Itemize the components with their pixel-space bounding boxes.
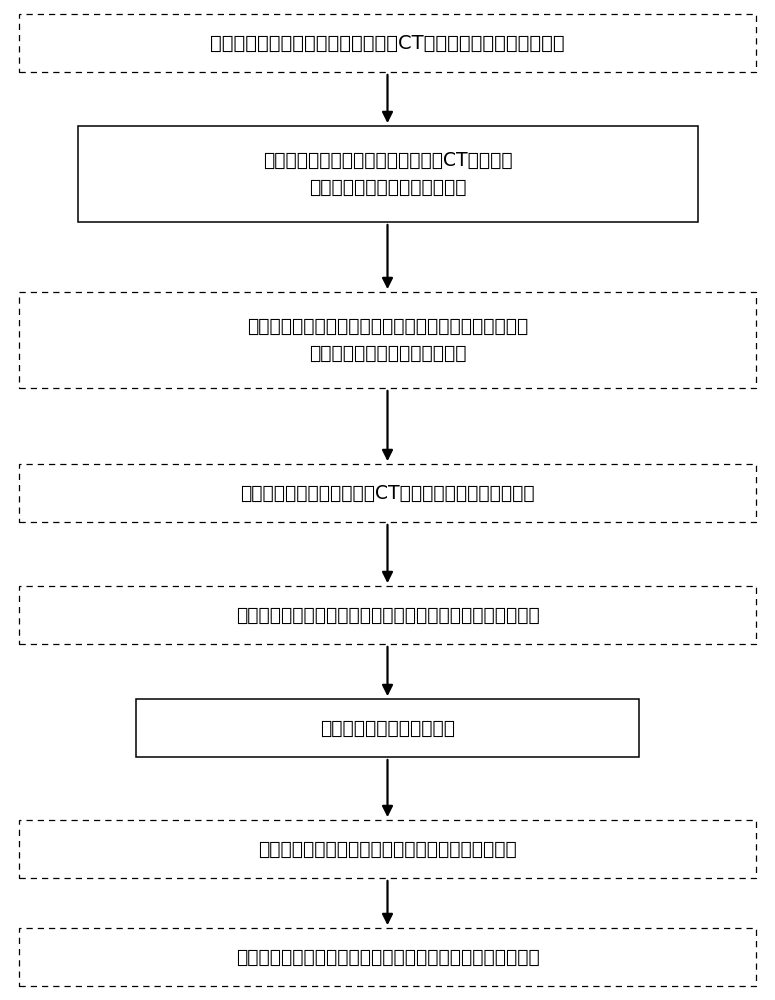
FancyBboxPatch shape bbox=[78, 126, 698, 222]
FancyBboxPatch shape bbox=[19, 14, 756, 72]
Text: 采用区域生长法，将种子点选在肺部CT图像肺区
之外，获得肺区的所有外边界点: 采用区域生长法，将种子点选在肺部CT图像肺区 之外，获得肺区的所有外边界点 bbox=[263, 151, 512, 197]
Text: 在去除边缘后的肺区中，按CT值寻找疑似末端支气管区域: 在去除边缘后的肺区中，按CT值寻找疑似末端支气管区域 bbox=[240, 484, 535, 502]
FancyBboxPatch shape bbox=[136, 699, 639, 757]
Text: 去除疑似末端支气管区域中的非气道树区域，得到末端支气管: 去除疑似末端支气管区域中的非气道树区域，得到末端支气管 bbox=[236, 605, 539, 624]
FancyBboxPatch shape bbox=[19, 292, 756, 388]
Text: 采用区域生长法，将种子点选在肺部CT图像肺区内，获得肺区内部: 采用区域生长法，将种子点选在肺部CT图像肺区内，获得肺区内部 bbox=[210, 33, 565, 52]
FancyBboxPatch shape bbox=[19, 586, 756, 644]
FancyBboxPatch shape bbox=[19, 464, 756, 522]
Text: 获取末端支气管的两个端点: 获取末端支气管的两个端点 bbox=[320, 718, 455, 738]
Text: 将以外边界点为中心的正方体中包含的点全部标记成为非
肺区点，得到去除边缘后的肺区: 将以外边界点为中心的正方体中包含的点全部标记成为非 肺区点，得到去除边缘后的肺区 bbox=[247, 317, 528, 363]
Text: 沿着末端支气管的中心线进行末端支气管与气管树主体的连接: 沿着末端支气管的中心线进行末端支气管与气管树主体的连接 bbox=[236, 948, 539, 966]
FancyBboxPatch shape bbox=[19, 820, 756, 878]
Text: 根据末端支气管的两个端点生成末端支气管的中心线: 根据末端支气管的两个端点生成末端支气管的中心线 bbox=[258, 840, 517, 858]
FancyBboxPatch shape bbox=[19, 928, 756, 986]
